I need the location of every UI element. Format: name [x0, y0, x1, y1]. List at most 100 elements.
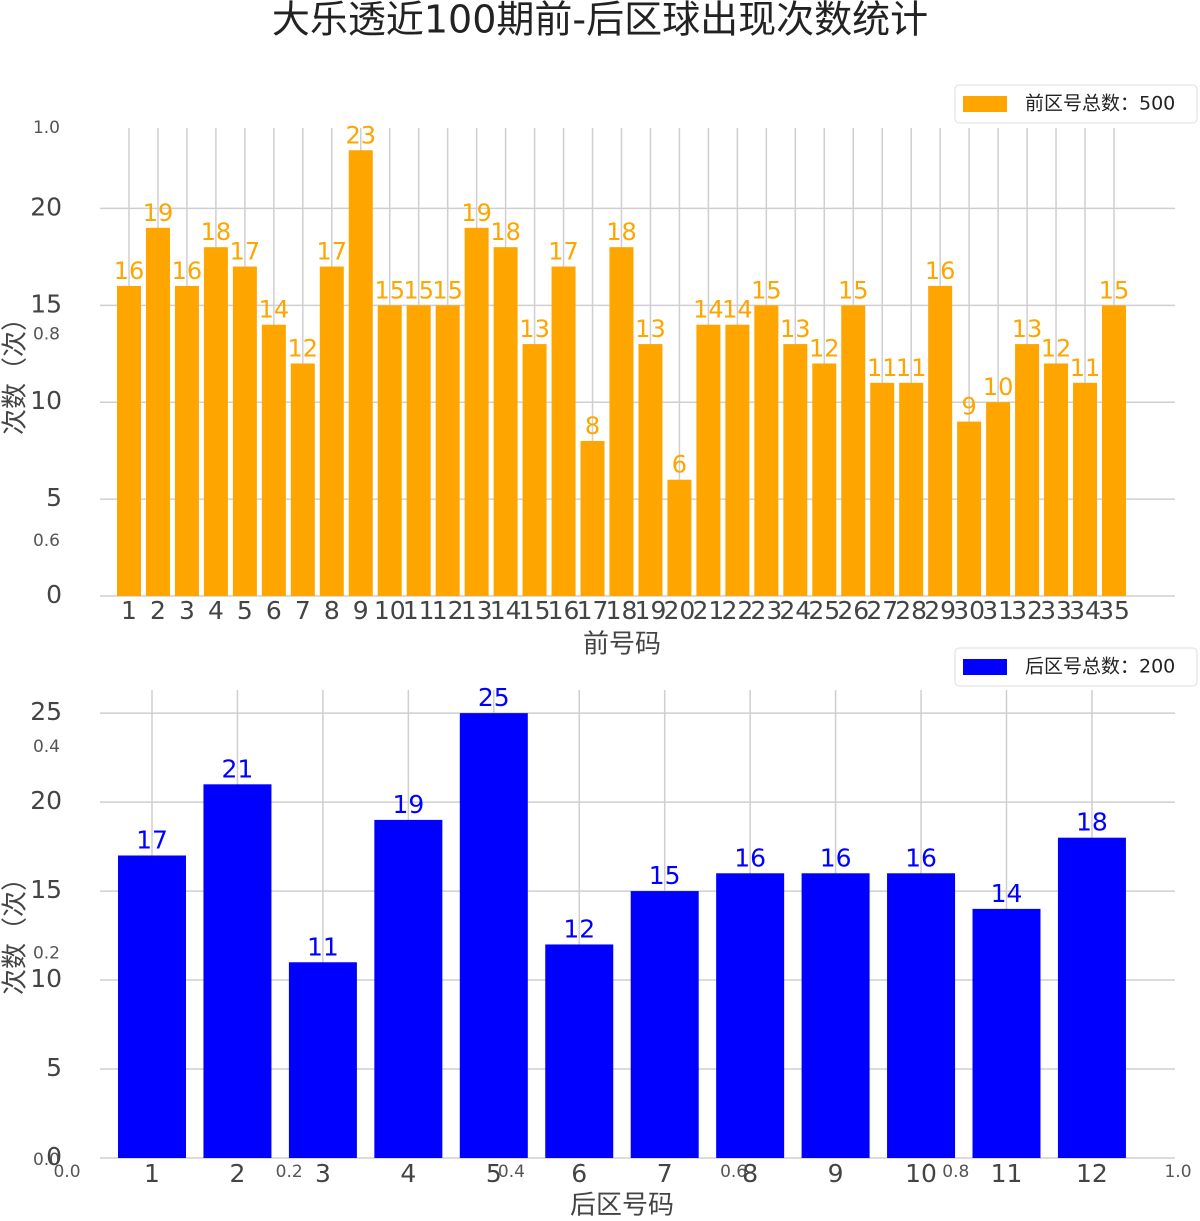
- value-label: 15: [374, 276, 405, 304]
- bar: [957, 421, 982, 596]
- x-tick-label: 23: [750, 596, 782, 625]
- x-tick-label: 29: [924, 596, 956, 625]
- bg-y-tick-label: 0.4: [33, 737, 60, 757]
- x-tick-label: 17: [577, 596, 609, 625]
- value-label: 12: [809, 334, 840, 362]
- bar: [522, 344, 547, 596]
- value-label: 12: [563, 914, 595, 943]
- bar: [812, 363, 837, 596]
- x-tick-label: 34: [1069, 596, 1101, 625]
- bar: [887, 873, 956, 1158]
- x-tick-label: 15: [519, 596, 551, 625]
- bar: [288, 962, 357, 1158]
- value-label: 14: [722, 296, 753, 324]
- x-tick-label: 21: [692, 596, 724, 625]
- bar: [1057, 837, 1126, 1158]
- x-tick-label: 1: [144, 1159, 160, 1188]
- x-tick-label: 28: [895, 596, 927, 625]
- x-tick-label: 32: [1011, 596, 1043, 625]
- bar: [545, 944, 614, 1158]
- bg-y-tick-label: 0.0: [33, 1150, 60, 1170]
- x-tick-label: 19: [635, 596, 667, 625]
- bg-x-tick-label: 0.2: [276, 1162, 303, 1182]
- x-tick-label: 9: [828, 1159, 844, 1188]
- x-tick-label: 24: [779, 596, 811, 625]
- chart-title: 大乐透近100期前-后区球出现次数统计: [272, 0, 928, 42]
- bar: [464, 227, 489, 596]
- y-tick-label: 10: [30, 964, 62, 993]
- value-label: 8: [585, 412, 600, 440]
- x-tick-label: 4: [208, 596, 224, 625]
- bar: [174, 285, 199, 596]
- x-tick-label: 13: [461, 596, 493, 625]
- value-label: 13: [519, 315, 550, 343]
- x-tick-label: 3: [315, 1159, 331, 1188]
- bar: [290, 363, 315, 596]
- value-label: 17: [317, 238, 348, 266]
- bar: [261, 324, 286, 596]
- value-label: 6: [672, 451, 687, 479]
- value-label: 17: [136, 825, 168, 854]
- value-label: 16: [114, 257, 145, 285]
- x-tick-label: 20: [664, 596, 696, 625]
- bar: [972, 908, 1041, 1158]
- y-tick-label: 0: [46, 580, 62, 609]
- x-tick-label: 4: [400, 1159, 416, 1188]
- value-label: 15: [403, 276, 434, 304]
- bar: [551, 266, 576, 596]
- bar: [203, 784, 272, 1158]
- x-tick-label: 2: [229, 1159, 245, 1188]
- bar: [374, 819, 443, 1158]
- x-tick-label: 27: [866, 596, 898, 625]
- bar: [630, 891, 699, 1158]
- legend-label: 后区号总数：200: [1025, 656, 1175, 678]
- bg-y-tick-label: 0.8: [33, 324, 60, 344]
- x-tick-label: 5: [486, 1159, 502, 1188]
- bg-x-tick-label: 0.6: [720, 1162, 747, 1182]
- value-label: 18: [606, 218, 637, 246]
- value-label: 17: [230, 238, 261, 266]
- bar: [841, 305, 866, 596]
- bar: [899, 382, 924, 596]
- legend-label: 前区号总数：500: [1025, 93, 1175, 115]
- value-label: 9: [961, 393, 976, 421]
- y-axis-label: 次数（次）: [1, 865, 31, 995]
- y-tick-label: 15: [30, 875, 62, 904]
- bg-x-tick-label: 1.0: [1164, 1162, 1191, 1182]
- bar: [118, 855, 186, 1158]
- value-label: 16: [905, 843, 937, 872]
- x-tick-label: 9: [353, 596, 369, 625]
- value-label: 12: [1041, 334, 1072, 362]
- legend-swatch: [963, 659, 1007, 675]
- x-tick-label: 14: [490, 596, 522, 625]
- value-label: 15: [432, 276, 463, 304]
- x-tick-label: 6: [266, 596, 282, 625]
- bar: [928, 285, 953, 596]
- bar: [754, 305, 779, 596]
- y-tick-label: 5: [46, 483, 62, 512]
- value-label: 18: [1076, 808, 1108, 837]
- bar: [493, 247, 518, 597]
- x-tick-label: 25: [808, 596, 840, 625]
- value-label: 15: [649, 861, 681, 890]
- legend-box: [954, 647, 1198, 687]
- x-tick-label: 11: [991, 1159, 1023, 1188]
- value-label: 18: [201, 218, 232, 246]
- bg-y-tick-label: 1.0: [33, 118, 60, 138]
- x-tick-label: 18: [606, 596, 638, 625]
- value-label: 17: [548, 238, 579, 266]
- x-tick-label: 3: [179, 596, 195, 625]
- value-label: 16: [734, 843, 766, 872]
- value-label: 19: [461, 199, 492, 227]
- x-tick-label: 12: [432, 596, 464, 625]
- bar: [232, 266, 257, 596]
- value-label: 14: [991, 879, 1023, 908]
- value-label: 15: [838, 276, 869, 304]
- x-axis-label: 前号码: [583, 630, 661, 660]
- bg-x-tick-label: 0.4: [498, 1162, 525, 1182]
- bar: [459, 713, 528, 1158]
- value-label: 16: [820, 843, 852, 872]
- value-label: 15: [1099, 276, 1130, 304]
- x-tick-label: 30: [953, 596, 985, 625]
